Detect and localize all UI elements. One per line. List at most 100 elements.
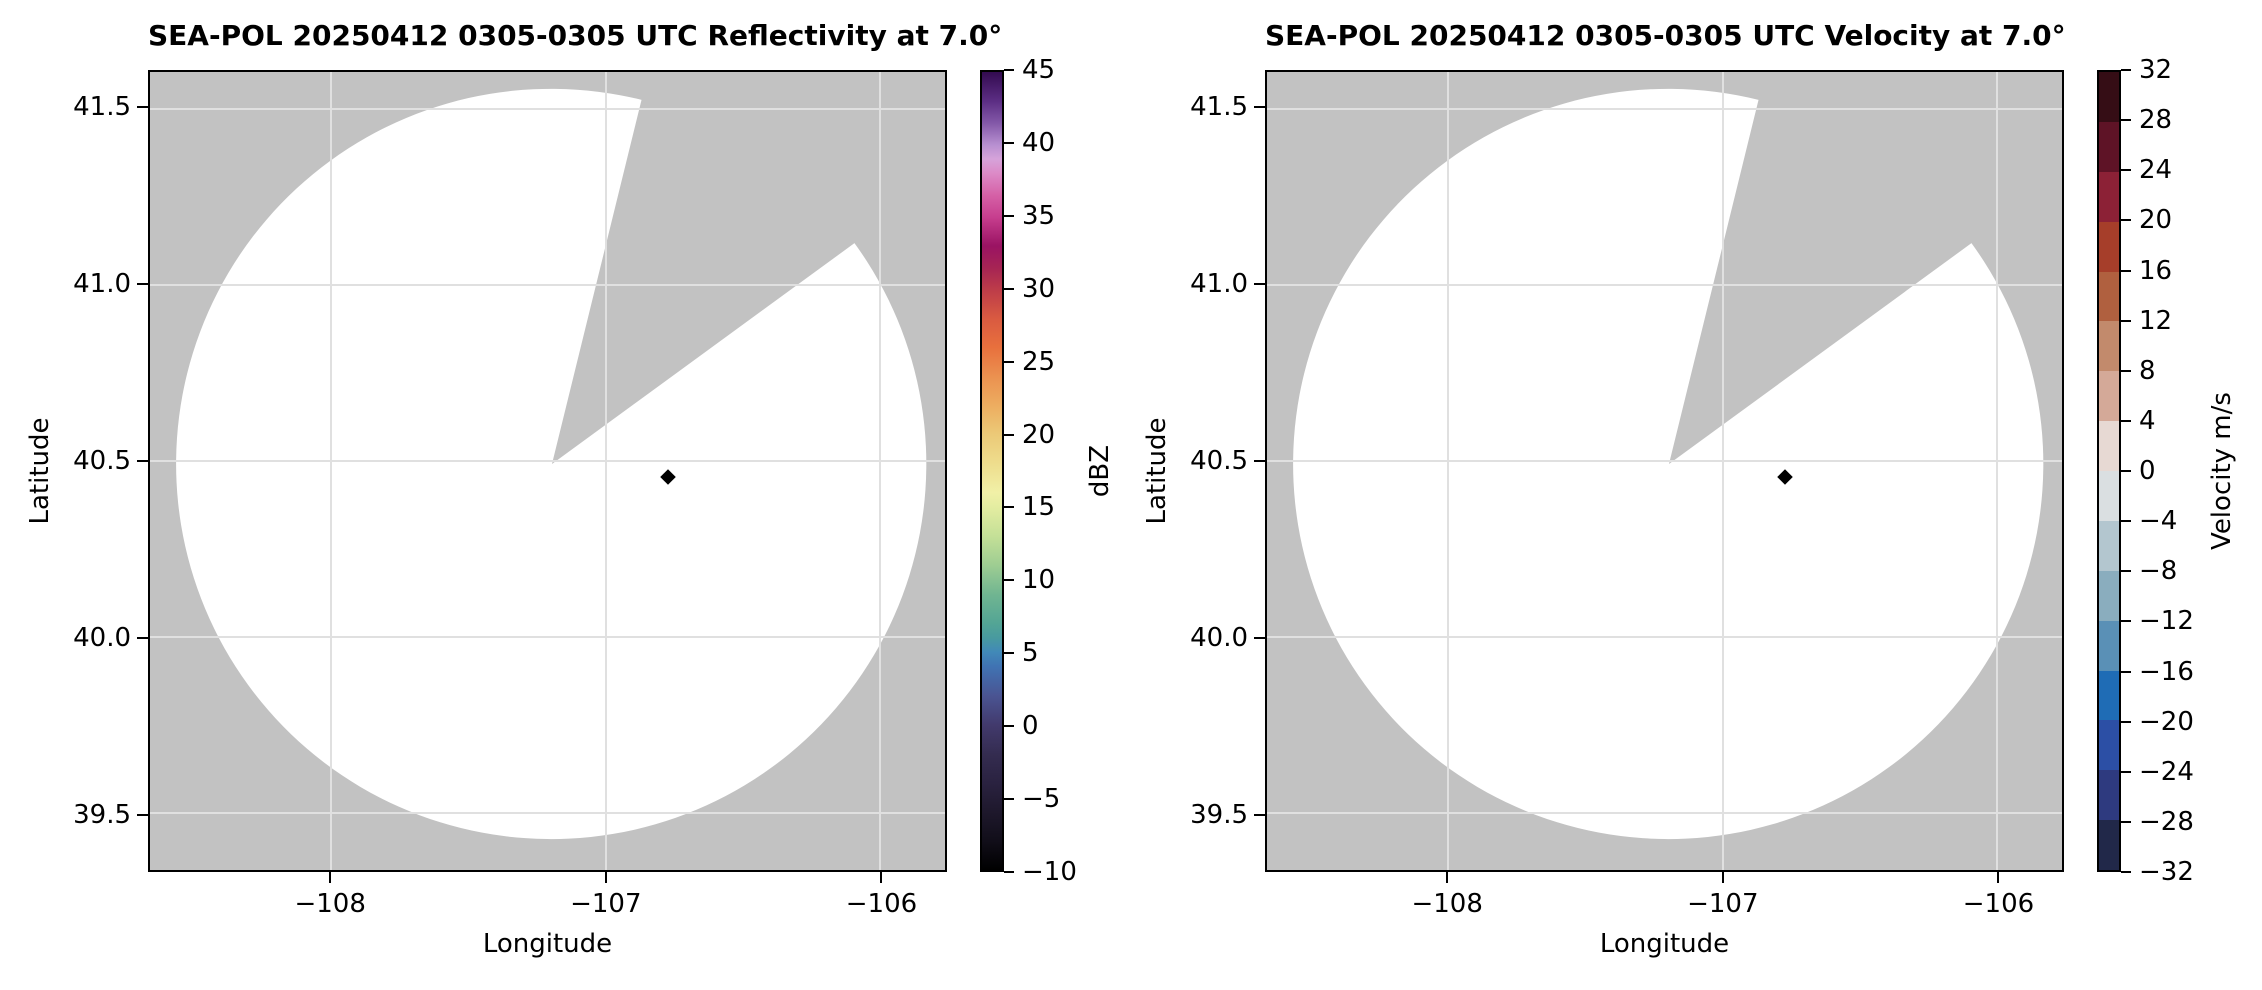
gridline-vertical — [330, 72, 333, 870]
colorbar-tick-mark — [1004, 506, 1014, 509]
gridline-horizontal — [150, 635, 945, 638]
colorbar-tick-mark — [2121, 319, 2131, 322]
x-tick-mark — [1721, 872, 1724, 883]
y-tick-mark — [137, 283, 148, 286]
colorbar-tick-label: −4 — [2139, 506, 2178, 537]
colorbar-tick-mark — [1004, 433, 1014, 436]
colorbar-segment — [2099, 271, 2119, 322]
colorbar-tick-mark — [1004, 141, 1014, 144]
colorbar-tick-mark — [2121, 871, 2131, 873]
y-tick-label: 41.5 — [73, 91, 131, 122]
colorbar-tick-mark — [1004, 652, 1014, 655]
colorbar-tick-label: −28 — [2139, 806, 2194, 837]
colorbar-segment — [2099, 72, 2119, 122]
colorbar-tick-label: 20 — [1022, 419, 1056, 450]
y-tick-label: 40.5 — [1190, 446, 1248, 477]
velocity-plot-area — [1265, 70, 2064, 872]
gridline-vertical — [1995, 72, 1998, 870]
radar-coverage-field — [150, 72, 945, 870]
colorbar-tick-label: −5 — [1022, 784, 1061, 815]
colorbar-segment — [2099, 820, 2119, 870]
grid-lines — [150, 72, 945, 870]
colorbar-segment — [2099, 171, 2119, 222]
gridline-horizontal — [1267, 284, 2062, 287]
reflectivity-title: SEA-POL 20250412 0305-0305 UTC Reflectiv… — [148, 19, 1003, 52]
y-tick-mark — [137, 105, 148, 108]
colorbar-tick-label: −24 — [2139, 756, 2194, 787]
colorbar-tick-mark — [1004, 725, 1014, 728]
colorbar-tick-mark — [2121, 419, 2131, 422]
y-tick-mark — [137, 636, 148, 639]
colorbar-tick-label: 10 — [1022, 565, 1056, 596]
gridline-horizontal — [150, 812, 945, 815]
y-tick-mark — [137, 814, 148, 817]
colorbar-tick-mark — [2121, 820, 2131, 823]
colorbar-tick-mark — [2121, 670, 2131, 673]
y-tick-mark — [1254, 105, 1265, 108]
colorbar-tick-mark — [2121, 770, 2131, 773]
x-axis-label: Longitude — [1599, 929, 1730, 959]
gridline-horizontal — [1267, 812, 2062, 815]
colorbar-tick-mark — [1004, 287, 1014, 290]
colorbar-segment — [2099, 620, 2119, 671]
colorbar-tick-label: −16 — [2139, 656, 2194, 687]
velocity-title: SEA-POL 20250412 0305-0305 UTC Velocity … — [1265, 19, 2066, 52]
y-axis-ticks: 41.5 41.0 40.5 40.0 39.5 — [2, 70, 148, 872]
colorbar-tick-label: 12 — [2139, 305, 2173, 336]
colorbar-tick-label: 16 — [2139, 255, 2173, 286]
colorbar-tick-label: 15 — [1022, 492, 1056, 523]
x-tick-label: −106 — [845, 889, 918, 919]
y-tick-label: 40.0 — [1190, 622, 1248, 653]
colorbar-segment — [2099, 720, 2119, 771]
colorbar-tick-mark — [1004, 360, 1014, 363]
x-tick-label: −107 — [1687, 889, 1759, 919]
x-axis-ticks: −108 −107 −106 — [1265, 872, 2064, 936]
x-tick-label: −106 — [1962, 889, 2035, 919]
colorbar-segment — [2099, 421, 2119, 471]
colorbar-tick-mark — [1004, 69, 1014, 71]
gridline-vertical — [1447, 72, 1450, 870]
y-tick-mark — [1254, 636, 1265, 639]
y-axis-label: Latitude — [1142, 417, 1172, 525]
colorbar-tick-label: 24 — [2139, 155, 2173, 186]
y-tick-mark — [137, 460, 148, 463]
colorbar-segment — [2099, 471, 2119, 521]
y-tick-label: 39.5 — [73, 800, 131, 831]
x-tick-mark — [604, 872, 607, 883]
x-tick-label: −108 — [1411, 889, 1483, 919]
colorbar-tick-mark — [2121, 369, 2131, 372]
x-tick-mark — [1997, 872, 2000, 883]
colorbar-tick-label: 0 — [1022, 711, 1039, 742]
colorbar-tick-label: −20 — [2139, 706, 2194, 737]
velocity-colorbar-ticks: 32 28 24 20 16 12 8 4 0 −4 −8 −12 −16 −20 −24 −28 −32 — [2121, 55, 2251, 887]
colorbar-segment — [2099, 520, 2119, 571]
colorbar-tick-label: 0 — [2139, 456, 2156, 486]
gridline-horizontal — [150, 284, 945, 287]
y-tick-label: 41.0 — [1190, 269, 1248, 300]
x-axis-label: Longitude — [482, 929, 613, 959]
colorbar-segment — [2099, 570, 2119, 621]
y-tick-label: 41.5 — [1190, 91, 1248, 122]
colorbar-tick-label: 20 — [2139, 205, 2173, 236]
colorbar-tick-mark — [2121, 269, 2131, 272]
radar-scan-sector — [176, 88, 927, 840]
radar-scan-sector — [1293, 88, 2044, 840]
colorbar-tick-mark — [2121, 720, 2131, 723]
reflectivity-colorbar-label: dBZ — [1085, 444, 1115, 498]
y-tick-label: 41.0 — [73, 269, 131, 300]
colorbar-tick-mark — [2121, 69, 2131, 71]
gridline-horizontal — [150, 460, 945, 463]
y-axis-label: Latitude — [25, 417, 55, 525]
gridline-vertical — [1721, 72, 1724, 870]
reflectivity-plot-area — [148, 70, 947, 872]
colorbar-tick-label: 4 — [2139, 405, 2156, 436]
colorbar-tick-label: −8 — [2139, 556, 2178, 587]
gridline-horizontal — [1267, 107, 2062, 110]
velocity-colorbar — [2097, 70, 2121, 872]
reflectivity-colorbar-ticks: 45 40 35 30 25 20 15 10 5 0 −5 −10 — [1004, 55, 1134, 887]
colorbar-segment — [2099, 321, 2119, 372]
colorbar-tick-mark — [1004, 798, 1014, 801]
y-tick-label: 40.0 — [73, 622, 131, 653]
velocity-colorbar-label: Velocity m/s — [2207, 392, 2237, 550]
colorbar-tick-label: 40 — [1022, 127, 1056, 158]
